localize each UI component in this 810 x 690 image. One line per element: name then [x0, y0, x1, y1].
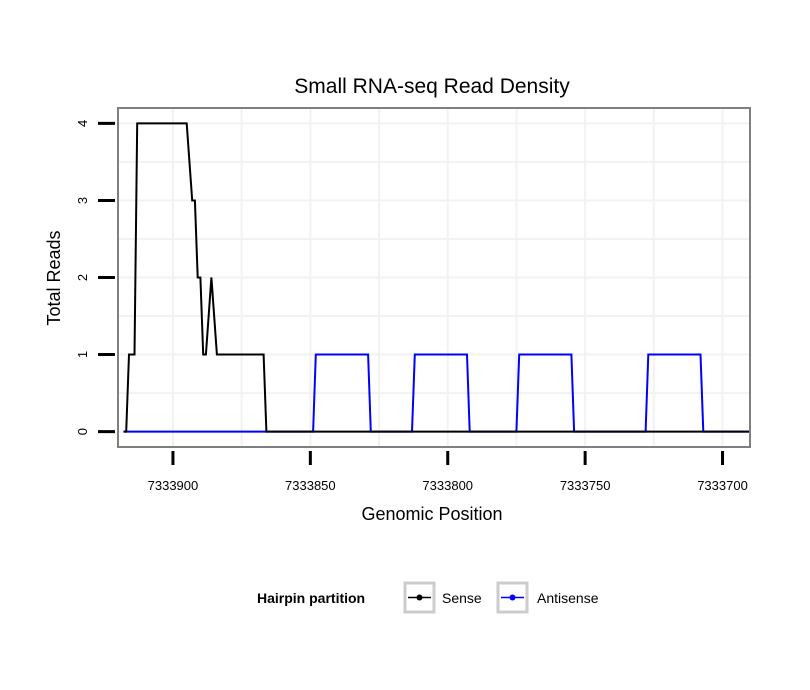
x-tick-label: 7333850 — [285, 478, 336, 493]
legend-marker-sense — [416, 594, 423, 601]
y-axis: 0 1 2 3 4 — [75, 120, 115, 435]
chart-title: Small RNA-seq Read Density — [294, 75, 570, 98]
legend-title: Hairpin partition — [257, 590, 365, 606]
x-tick-label: 7333700 — [697, 478, 748, 493]
legend: Hairpin partition Sense Antisense — [257, 581, 599, 614]
x-tick-label: 7333750 — [560, 478, 611, 493]
x-tick-label: 7333800 — [422, 478, 473, 493]
series-lines — [123, 122, 750, 433]
plot-panel-border — [117, 107, 751, 448]
y-tick-label: 0 — [75, 428, 90, 435]
series-line-sense — [123, 122, 750, 433]
y-tick-label: 3 — [75, 197, 90, 204]
y-tick-label: 2 — [75, 274, 90, 281]
x-axis-title: Genomic Position — [361, 504, 502, 524]
legend-item-antisense: Antisense — [496, 581, 599, 614]
legend-marker-antisense — [509, 594, 516, 601]
y-axis-title: Total Reads — [44, 230, 64, 325]
legend-label-sense: Sense — [442, 590, 482, 606]
y-tick-label: 1 — [75, 351, 90, 358]
legend-item-sense: Sense — [403, 581, 482, 614]
x-axis: 7333900 7333850 7333800 7333750 7333700 — [148, 451, 748, 493]
y-tick-label: 4 — [75, 120, 90, 127]
legend-label-antisense: Antisense — [537, 590, 599, 606]
x-tick-label: 7333900 — [148, 478, 199, 493]
